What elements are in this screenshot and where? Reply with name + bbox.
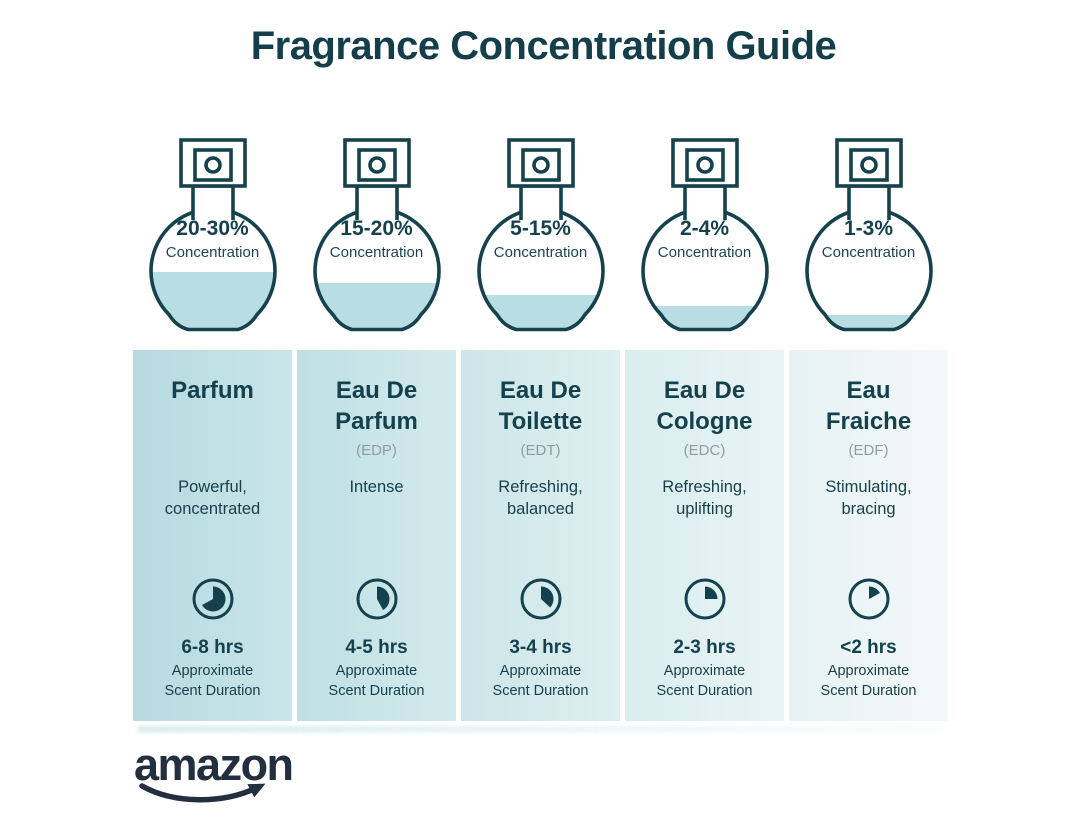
column-eau-de-parfum: Eau De Parfum (EDP) Intense 4-5 hrs Appr… xyxy=(297,350,456,721)
duration-note: Approximate Scent Duration xyxy=(164,663,261,699)
bottle-cell-edp: 15-20% Concentration xyxy=(297,136,456,341)
bottle-graphic-icon xyxy=(640,138,769,332)
bottle-label: 1-3% Concentration xyxy=(794,216,944,262)
column-title: Eau De Parfum xyxy=(335,377,418,436)
liquid-fill xyxy=(806,315,931,330)
column-description: Refreshing, balanced xyxy=(498,478,583,519)
column-abbr: (EDF) xyxy=(848,442,889,459)
column-title: Eau De Cologne xyxy=(656,377,753,436)
column-eau-de-toilette: Eau De Toilette (EDT) Refreshing, balanc… xyxy=(461,350,620,721)
column-abbr: (EDC) xyxy=(683,442,726,459)
clock-icon xyxy=(356,578,397,620)
column-abbr: (EDT) xyxy=(520,442,561,459)
column-description: Refreshing, uplifting xyxy=(662,478,747,519)
bottle-label: 20-30% Concentration xyxy=(138,216,288,262)
bottle-cell-edt: 5-15% Concentration xyxy=(461,136,620,341)
bottle-graphic-icon xyxy=(804,138,933,332)
column-description: Stimulating, bracing xyxy=(825,478,912,519)
clock-icon xyxy=(192,578,233,620)
concentration-percent: 2-4% xyxy=(679,217,730,240)
column-description: Powerful, concentrated xyxy=(164,478,261,519)
concentration-percent: 1-3% xyxy=(843,217,894,240)
clock-icon xyxy=(848,578,889,620)
info-table: Parfum Powerful, concentrated 6-8 hrs Ap… xyxy=(133,350,948,721)
duration-note: Approximate Scent Duration xyxy=(328,663,425,699)
column-eau-fraiche: Eau Fraiche (EDF) Stimulating, bracing <… xyxy=(789,350,948,721)
concentration-label: Concentration xyxy=(821,244,916,262)
duration-value: <2 hrs xyxy=(840,637,897,658)
column-title: Eau Fraiche xyxy=(825,377,912,436)
duration-note: Approximate Scent Duration xyxy=(492,663,589,699)
perfume-bottle-icon: 2-4% Concentration xyxy=(630,136,780,336)
duration-value: 4-5 hrs xyxy=(345,637,408,658)
column-abbr: (EDP) xyxy=(356,442,397,459)
perfume-bottle-icon: 1-3% Concentration xyxy=(794,136,944,336)
duration-value: 3-4 hrs xyxy=(509,637,572,658)
concentration-percent: 5-15% xyxy=(510,217,571,240)
duration-note: Approximate Scent Duration xyxy=(820,663,917,699)
column-eau-de-cologne: Eau De Cologne (EDC) Refreshing, uplifti… xyxy=(625,350,784,721)
liquid-fill xyxy=(642,306,767,330)
bottle-cell-edc: 2-4% Concentration xyxy=(625,136,784,341)
bottle-cell-parfum: 20-30% Concentration xyxy=(133,136,292,341)
duration-note: Approximate Scent Duration xyxy=(656,663,753,699)
duration-value: 2-3 hrs xyxy=(673,637,736,658)
perfume-bottle-icon: 20-30% Concentration xyxy=(138,136,288,336)
column-description: Intense xyxy=(349,478,404,496)
concentration-label: Concentration xyxy=(329,244,424,262)
perfume-bottle-icon: 5-15% Concentration xyxy=(466,136,616,336)
amazon-logo: amazon xyxy=(134,739,294,804)
clock-icon xyxy=(684,578,725,620)
concentration-percent: 20-30% xyxy=(176,217,249,240)
column-title: Eau De Toilette xyxy=(498,377,583,436)
concentration-label: Concentration xyxy=(493,244,588,262)
concentration-label: Concentration xyxy=(165,244,260,262)
bottle-graphic-icon xyxy=(476,138,605,332)
bottles-row: 20-30% Concentration 15-20 xyxy=(133,136,948,341)
bottle-label: 2-4% Concentration xyxy=(630,216,780,262)
perfume-bottle-icon: 15-20% Concentration xyxy=(302,136,452,336)
clock-icon xyxy=(520,578,561,620)
concentration-percent: 15-20% xyxy=(340,217,413,240)
column-parfum: Parfum Powerful, concentrated 6-8 hrs Ap… xyxy=(133,350,292,721)
amazon-smile-icon xyxy=(139,783,266,803)
bottle-label: 15-20% Concentration xyxy=(302,216,452,262)
bottle-graphic-icon xyxy=(148,138,277,332)
amazon-logo-text: amazon xyxy=(134,739,294,790)
column-title: Parfum xyxy=(171,377,254,404)
bottle-label: 5-15% Concentration xyxy=(466,216,616,262)
table-shadow xyxy=(137,726,943,732)
bottle-cell-edf: 1-3% Concentration xyxy=(789,136,948,341)
page-title: Fragrance Concentration Guide xyxy=(250,24,837,68)
bottle-graphic-icon xyxy=(312,138,441,332)
concentration-label: Concentration xyxy=(657,244,752,262)
duration-value: 6-8 hrs xyxy=(181,637,244,658)
